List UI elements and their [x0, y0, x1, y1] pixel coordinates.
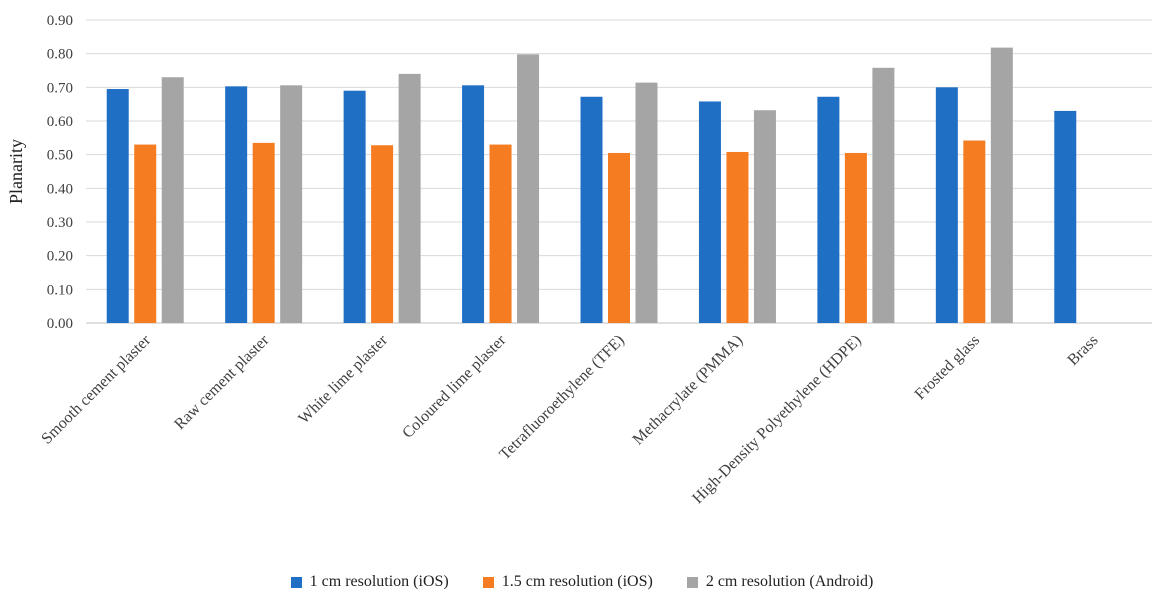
- bar: [963, 140, 986, 323]
- bar: [252, 142, 275, 323]
- legend-item: 1 cm resolution (iOS): [290, 573, 449, 591]
- y-tick-label: 0.70: [47, 80, 73, 96]
- bar: [343, 90, 366, 323]
- bar: [225, 86, 248, 323]
- x-tick-label: Brass: [1064, 332, 1101, 369]
- y-tick-label: 0.80: [47, 47, 73, 63]
- legend-swatch: [290, 576, 302, 588]
- bar: [935, 87, 958, 323]
- legend-item: 2 cm resolution (Android): [686, 573, 874, 591]
- x-tick-label: Frosted glass: [912, 332, 983, 403]
- bar: [698, 101, 721, 324]
- legend-swatch: [686, 576, 698, 588]
- bar: [844, 152, 867, 323]
- bar: [134, 144, 157, 323]
- bar: [280, 85, 303, 324]
- y-tick-label: 0.30: [47, 215, 73, 231]
- x-tick-label: Tetrafluoroethylene (TFE): [496, 332, 628, 464]
- bar: [489, 144, 512, 323]
- y-axis-label: Planarity: [6, 139, 26, 204]
- bar: [398, 73, 421, 323]
- bar: [726, 151, 749, 323]
- y-tick-label: 0.40: [47, 181, 73, 197]
- bar: [635, 82, 658, 324]
- legend: 1 cm resolution (iOS) 1.5 cm resolution (…: [0, 573, 1164, 591]
- legend-label: 1.5 cm resolution (iOS): [501, 573, 653, 590]
- bar: [462, 85, 485, 324]
- legend-swatch: [482, 576, 494, 588]
- legend-label: 2 cm resolution (Android): [705, 573, 874, 590]
- y-tick-label: 0.90: [47, 13, 73, 29]
- bar: [371, 145, 394, 323]
- bar: [161, 77, 184, 323]
- x-tick-label: Raw cement plaster: [171, 331, 273, 433]
- x-tick-label: Smooth cement plaster: [38, 331, 154, 447]
- bar: [580, 96, 603, 323]
- bar-chart-plot: 0.00 0.10 0.20 0.30 0.40 0.50 0.60 0.70 0.80 0.90…: [6, 13, 1152, 507]
- x-tick-label: Coloured lime plaster: [399, 331, 510, 442]
- y-tick-label: 0.50: [47, 148, 73, 164]
- bar: [990, 47, 1013, 324]
- y-tick-label: 0.10: [47, 282, 73, 298]
- bar: [753, 110, 776, 323]
- bar: [517, 54, 540, 324]
- legend-item: 1.5 cm resolution (iOS): [482, 573, 653, 591]
- bar: [106, 89, 129, 324]
- legend-label: 1 cm resolution (iOS): [309, 573, 449, 590]
- y-tick-label: 0.60: [47, 114, 73, 130]
- bar: [817, 96, 840, 323]
- bar: [608, 152, 630, 323]
- y-tick-label: 0.00: [47, 316, 73, 332]
- x-tick-label: Methacrylate (PMMA): [630, 332, 747, 449]
- bar: [1054, 110, 1077, 324]
- x-tick-label: White lime plaster: [295, 331, 391, 427]
- y-tick-label: 0.20: [47, 249, 73, 265]
- bar: [872, 67, 895, 323]
